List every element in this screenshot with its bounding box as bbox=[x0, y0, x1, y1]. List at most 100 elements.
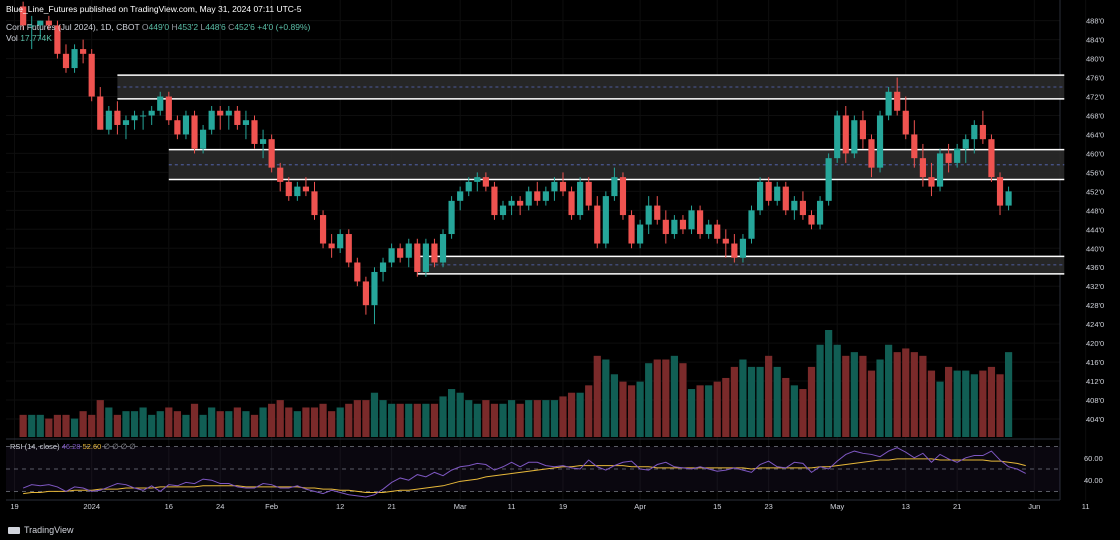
price-tick-label: 436'0 bbox=[1086, 263, 1104, 272]
rsi-label[interactable]: RSI (14, close) bbox=[10, 442, 60, 451]
time-tick-label: 19 bbox=[559, 502, 567, 511]
volume-bar bbox=[302, 407, 309, 437]
volume-bar bbox=[945, 367, 952, 437]
tradingview-brand[interactable]: TradingView bbox=[8, 525, 74, 535]
candle bbox=[894, 92, 900, 111]
publisher-line: Blue_Line_Futures published on TradingVi… bbox=[6, 4, 301, 14]
volume-bar bbox=[448, 389, 455, 437]
time-tick-label: Mar bbox=[454, 502, 467, 511]
volume-bar bbox=[379, 400, 386, 437]
brand-text: TradingView bbox=[24, 525, 74, 535]
ohlc-open: 449'0 bbox=[149, 22, 170, 32]
candle bbox=[183, 115, 189, 134]
volume-bar bbox=[525, 400, 532, 437]
volume-bar bbox=[37, 415, 44, 437]
candle bbox=[320, 215, 326, 243]
time-tick-label: 21 bbox=[953, 502, 961, 511]
candle bbox=[731, 244, 737, 258]
volume-bar bbox=[748, 367, 755, 437]
volume-bar bbox=[808, 367, 815, 437]
time-tick-label: 23 bbox=[764, 502, 772, 511]
volume-bar bbox=[208, 407, 215, 437]
candle bbox=[543, 191, 549, 200]
candle bbox=[277, 168, 283, 182]
volume-bar bbox=[165, 407, 172, 437]
candle bbox=[980, 125, 986, 139]
candle bbox=[586, 182, 592, 206]
candle bbox=[200, 130, 206, 149]
volume-bar bbox=[105, 407, 112, 437]
volume-bar bbox=[928, 371, 935, 437]
volume-bar bbox=[739, 360, 746, 437]
volume-bar bbox=[354, 400, 361, 437]
price-tick-label: 452'0 bbox=[1086, 187, 1104, 196]
candle bbox=[920, 158, 926, 177]
volume-bar bbox=[45, 419, 52, 437]
volume-bar bbox=[225, 411, 232, 437]
volume-bar bbox=[542, 400, 549, 437]
rsi-tick-label: 60.00 bbox=[1084, 454, 1103, 463]
candle bbox=[688, 210, 694, 229]
price-tick-label: 412'0 bbox=[1086, 377, 1104, 386]
volume-bar bbox=[234, 407, 241, 437]
price-tick-label: 424'0 bbox=[1086, 320, 1104, 329]
price-tick-label: 472'0 bbox=[1086, 93, 1104, 102]
symbol-title[interactable]: Corn Futures (Jul 2024), 1D, CBOT bbox=[6, 22, 140, 32]
candle bbox=[603, 196, 609, 243]
candle bbox=[414, 244, 420, 272]
candle bbox=[457, 191, 463, 200]
volume-bar bbox=[285, 407, 292, 437]
time-tick-label: 21 bbox=[387, 502, 395, 511]
candle bbox=[654, 206, 660, 220]
candle bbox=[886, 92, 892, 116]
candle bbox=[628, 215, 634, 243]
volume-bar bbox=[628, 385, 635, 437]
volume-bar bbox=[825, 330, 832, 437]
candle bbox=[766, 182, 772, 201]
candle bbox=[380, 262, 386, 271]
volume-bar bbox=[431, 404, 438, 437]
price-axis[interactable]: 404'0 408'0 412'0 416'0 420'0 424'0 428'0 432'0… bbox=[1084, 17, 1104, 486]
volume-bar bbox=[54, 415, 61, 437]
volume-bar bbox=[345, 404, 352, 437]
volume-bar bbox=[577, 393, 584, 437]
volume-bar bbox=[679, 363, 686, 437]
price-tick-label: 484'0 bbox=[1086, 36, 1104, 45]
candle bbox=[526, 191, 532, 205]
volume-bar bbox=[268, 404, 275, 437]
volume-bar bbox=[88, 415, 95, 437]
volume-bar bbox=[851, 352, 858, 437]
volume-bar bbox=[482, 400, 489, 437]
volume-bar bbox=[508, 400, 515, 437]
volume-bar bbox=[971, 374, 978, 437]
volume-bar bbox=[319, 404, 326, 437]
volume-bar bbox=[465, 400, 472, 437]
candle bbox=[423, 244, 429, 272]
volume-bar bbox=[405, 404, 412, 437]
price-tick-label: 420'0 bbox=[1086, 339, 1104, 348]
candle bbox=[166, 97, 172, 121]
rsi-band-fill bbox=[6, 447, 1060, 492]
candle bbox=[354, 262, 360, 281]
candle bbox=[748, 210, 754, 238]
candle bbox=[1006, 191, 1012, 205]
candle bbox=[808, 215, 814, 224]
candle bbox=[611, 177, 617, 196]
candle bbox=[757, 182, 763, 210]
volume-bar bbox=[114, 415, 121, 437]
candle bbox=[971, 125, 977, 139]
candle bbox=[697, 210, 703, 234]
candle bbox=[834, 115, 840, 158]
time-axis[interactable]: 19 2024 16 24 Feb 12 21 Mar 11 19 Apr 15 23 May 13 21 Ju… bbox=[10, 502, 1089, 511]
time-tick-label: 12 bbox=[336, 502, 344, 511]
symbol-legend: Corn Futures (Jul 2024), 1D, CBOT O449'0… bbox=[6, 22, 310, 32]
candle bbox=[286, 182, 292, 196]
chart[interactable]: 404'0408'0412'0416'0420'0424'0428'0432'0… bbox=[0, 0, 1120, 540]
candle bbox=[466, 182, 472, 191]
candle bbox=[80, 49, 86, 54]
volume-bar bbox=[362, 400, 369, 437]
candle bbox=[217, 111, 223, 116]
price-tick-label: 480'0 bbox=[1086, 55, 1104, 64]
candle bbox=[209, 111, 215, 130]
candle bbox=[371, 272, 377, 305]
